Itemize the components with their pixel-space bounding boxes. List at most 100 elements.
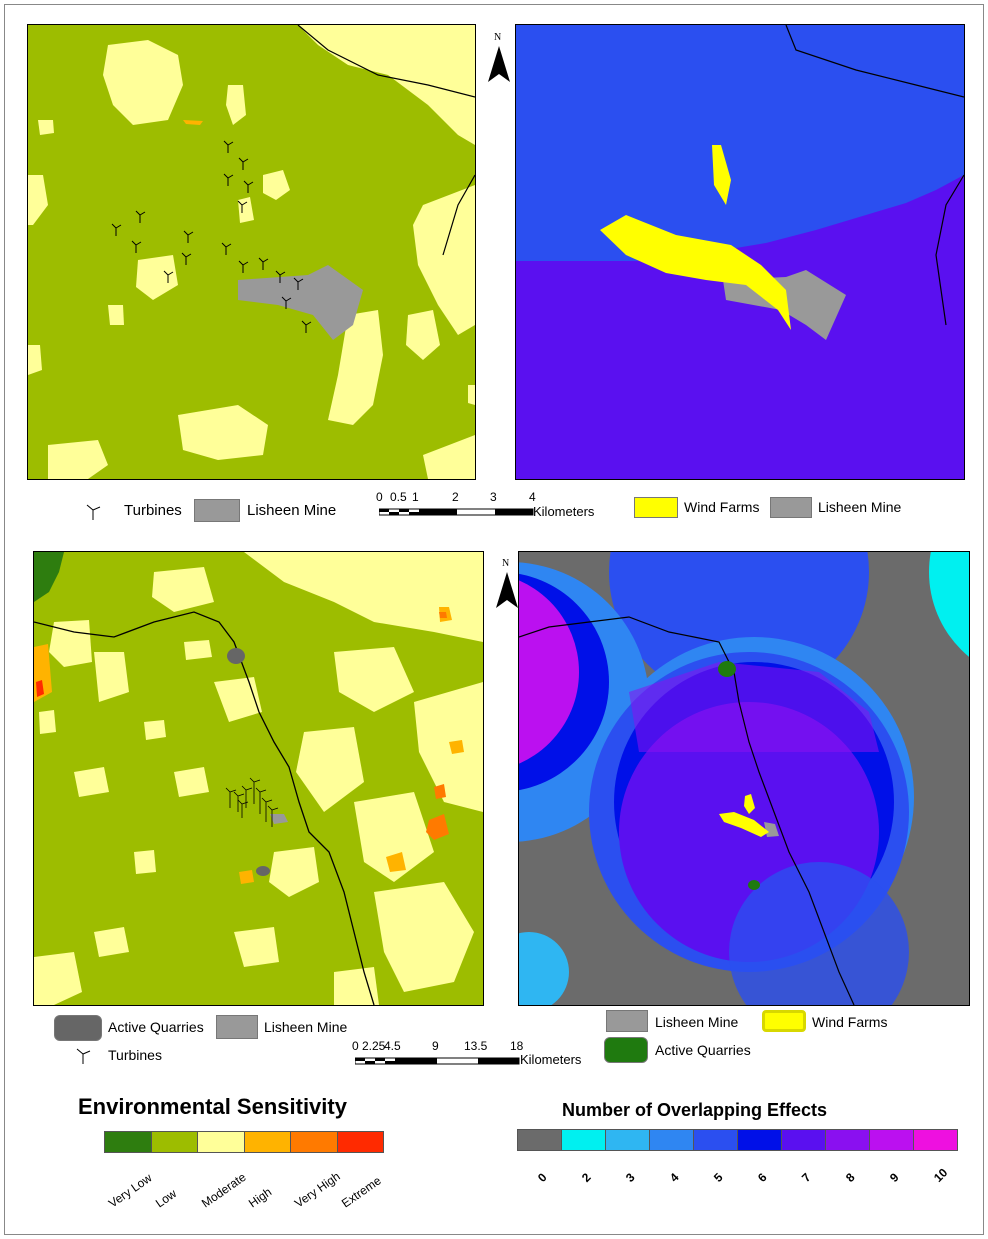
active-quarry xyxy=(227,648,245,664)
legend-lisheen-mine-label: Lisheen Mine xyxy=(247,502,337,519)
legend-lisheen-mine-swatch xyxy=(216,1015,258,1039)
sensitivity-swatch xyxy=(336,1131,384,1153)
turbine-markers xyxy=(225,777,279,827)
legend-turbines-label: Turbines xyxy=(124,502,182,519)
wind-farm-area xyxy=(712,145,731,205)
map-sensitivity-detail-canvas xyxy=(28,25,475,479)
overlap-5-area xyxy=(516,25,964,261)
active-quarry xyxy=(748,880,760,890)
overlap-swatch xyxy=(561,1129,606,1151)
scale-tick-label: 3 xyxy=(490,490,497,504)
overlap-swatch xyxy=(913,1129,958,1151)
wind-farm-area xyxy=(600,215,791,330)
low-sensitivity-area xyxy=(28,25,475,479)
scale-tick-label: 2.25 xyxy=(362,1039,386,1053)
turbine-legend-icon xyxy=(76,1048,91,1064)
lisheen-mine-area xyxy=(270,814,288,824)
county-boundary-line xyxy=(935,174,964,326)
scale-tick-label: 0.5 xyxy=(390,490,407,504)
overlap-swatch xyxy=(781,1129,826,1151)
map-overlap-regional[interactable] xyxy=(518,551,970,1006)
legend-wind-farms-label: Wind Farms xyxy=(684,499,760,515)
scale-unit-label: Kilometers xyxy=(533,504,595,519)
scale-tick-label: 13.5 xyxy=(464,1039,488,1053)
overlap-8-zone xyxy=(629,662,879,752)
wind-farm-area xyxy=(744,794,755,814)
scale-unit-label: Kilometers xyxy=(520,1052,582,1067)
sensitivity-swatch xyxy=(150,1131,198,1153)
map-overlap-detail[interactable] xyxy=(515,24,965,480)
lisheen-mine-area xyxy=(238,265,363,340)
overlap-2-zone xyxy=(929,552,969,657)
overlap-swatch xyxy=(737,1129,782,1151)
scale-tick-label: 18 xyxy=(510,1039,524,1053)
legend-active-quarries-label: Active Quarries xyxy=(655,1042,751,1058)
north-label: N xyxy=(502,558,510,569)
overlap-swatch xyxy=(693,1129,738,1151)
scale-bar-graphic xyxy=(355,1057,520,1065)
legend-lisheen-mine-swatch xyxy=(194,499,240,522)
map-sensitivity-regional-canvas xyxy=(34,552,483,1005)
legend-active-quarries-label: Active Quarries xyxy=(108,1019,204,1035)
legend-lisheen-mine-label: Lisheen Mine xyxy=(264,1019,348,1035)
overlap-swatch xyxy=(869,1129,914,1151)
sensitivity-swatch xyxy=(290,1131,338,1153)
scale-bar-graphic xyxy=(379,508,534,516)
overlap-swatch xyxy=(649,1129,694,1151)
very-low-sensitivity-patch xyxy=(34,552,64,602)
active-quarry xyxy=(256,866,270,876)
legend-lisheen-mine-swatch xyxy=(606,1010,648,1032)
north-arrow-icon xyxy=(488,46,510,82)
legend-active-quarries-swatch xyxy=(604,1037,648,1063)
turbine-markers xyxy=(111,140,312,333)
north-label: N xyxy=(494,32,502,43)
scale-bar-top: 0 0.5 1 2 3 4 Kilometers xyxy=(376,490,616,524)
map-overlap-regional-canvas xyxy=(519,552,969,1005)
sensitivity-legend-title: Environmental Sensitivity xyxy=(78,1094,347,1119)
turbine-legend-icon xyxy=(86,504,101,520)
map-sensitivity-regional[interactable] xyxy=(33,551,484,1006)
scale-tick-label: 1 xyxy=(412,490,419,504)
very-high-sensitivity-patches xyxy=(426,612,449,840)
map-sensitivity-detail[interactable] xyxy=(27,24,476,480)
sensitivity-swatch xyxy=(243,1131,291,1153)
north-arrow-top: N xyxy=(486,32,512,84)
legend-wind-farms-swatch xyxy=(762,1010,806,1032)
sensitivity-swatch xyxy=(197,1131,245,1153)
extreme-sensitivity-patch xyxy=(36,680,44,697)
moderate-sensitivity-patches xyxy=(34,552,483,1005)
scale-tick-label: 2 xyxy=(452,490,459,504)
legend-wind-farms-label: Wind Farms xyxy=(812,1014,888,1030)
overlap-swatch xyxy=(517,1129,562,1151)
scale-tick-label: 9 xyxy=(432,1039,439,1053)
county-boundary-line xyxy=(34,611,375,1005)
legend-active-quarries-swatch xyxy=(54,1015,102,1041)
sensitivity-swatch xyxy=(104,1131,152,1153)
map-overlap-detail-canvas xyxy=(516,25,964,479)
overlap-3-zone xyxy=(519,932,569,1005)
wind-farm-area xyxy=(719,812,769,837)
overlap-5-zone xyxy=(729,862,909,1005)
overlap-swatch xyxy=(605,1129,650,1151)
legend-turbines-label: Turbines xyxy=(108,1047,162,1063)
high-sensitivity-patch xyxy=(183,120,203,125)
county-boundary-line xyxy=(297,25,475,98)
county-boundary-line xyxy=(785,25,964,98)
scale-tick-label: 0 xyxy=(352,1039,359,1053)
moderate-sensitivity-patches xyxy=(28,25,475,479)
county-boundary-line xyxy=(519,616,855,1005)
legend-wind-farms-swatch xyxy=(634,497,678,518)
overlap-9-zone xyxy=(519,580,579,764)
legend-lisheen-mine-label: Lisheen Mine xyxy=(655,1014,739,1030)
north-arrow-bottom: N xyxy=(494,558,520,610)
scale-tick-label: 4.5 xyxy=(384,1039,401,1053)
figure-frame xyxy=(4,4,984,1235)
active-quarry xyxy=(718,661,736,677)
county-boundary-line xyxy=(442,174,475,256)
scale-tick-label: 0 xyxy=(376,490,383,504)
legend-lisheen-mine-swatch xyxy=(770,497,812,518)
scale-tick-label: 4 xyxy=(529,490,536,504)
scale-bar-bottom: 0 2.25 4.5 9 13.5 18 Kilometers xyxy=(352,1039,592,1073)
lisheen-mine-area xyxy=(764,822,779,837)
overlap-swatch xyxy=(825,1129,870,1151)
